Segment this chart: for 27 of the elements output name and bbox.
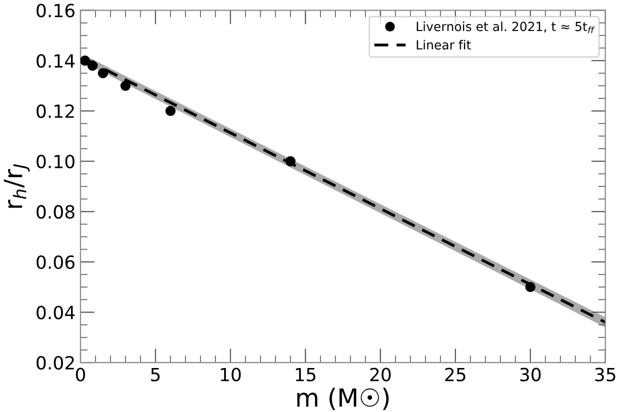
y-tick-label: 0.08	[36, 205, 74, 219]
point	[87, 60, 98, 71]
x-tick-label: 30	[520, 368, 541, 382]
x-tick-label: 20	[370, 368, 391, 382]
y-tick-label: 0.06	[36, 255, 74, 270]
y-tick-label: 0.10	[36, 154, 74, 168]
y-tick-label: 0.16	[36, 4, 74, 18]
point	[285, 156, 296, 166]
x-tick-label: 35	[595, 368, 616, 382]
y-tick-label: 0.14	[36, 54, 75, 68]
y-tick-label: 0.04	[36, 306, 75, 320]
point	[165, 106, 176, 116]
legend-label: Livernois et al. 2021, t ≈ 5t$_{ff}$	[416, 22, 595, 34]
x-tick-label: 25	[445, 368, 466, 382]
x-tick-label: 5	[151, 368, 160, 382]
point	[525, 282, 536, 292]
point	[120, 80, 131, 91]
x-axis-title: m (M☉)	[297, 388, 389, 410]
y-tick-label: 0.02	[36, 356, 74, 370]
y-tick-label: 0.12	[36, 104, 74, 118]
legend-label: Linear fit	[416, 40, 471, 50]
point	[98, 68, 108, 78]
x-tick-label: 0	[76, 368, 86, 382]
point	[80, 56, 90, 66]
x-tick-label: 10	[220, 368, 241, 382]
x-tick-label: 15	[296, 368, 316, 382]
y-axis-title: r$_{h}$/r$_{J}$	[4, 164, 30, 208]
